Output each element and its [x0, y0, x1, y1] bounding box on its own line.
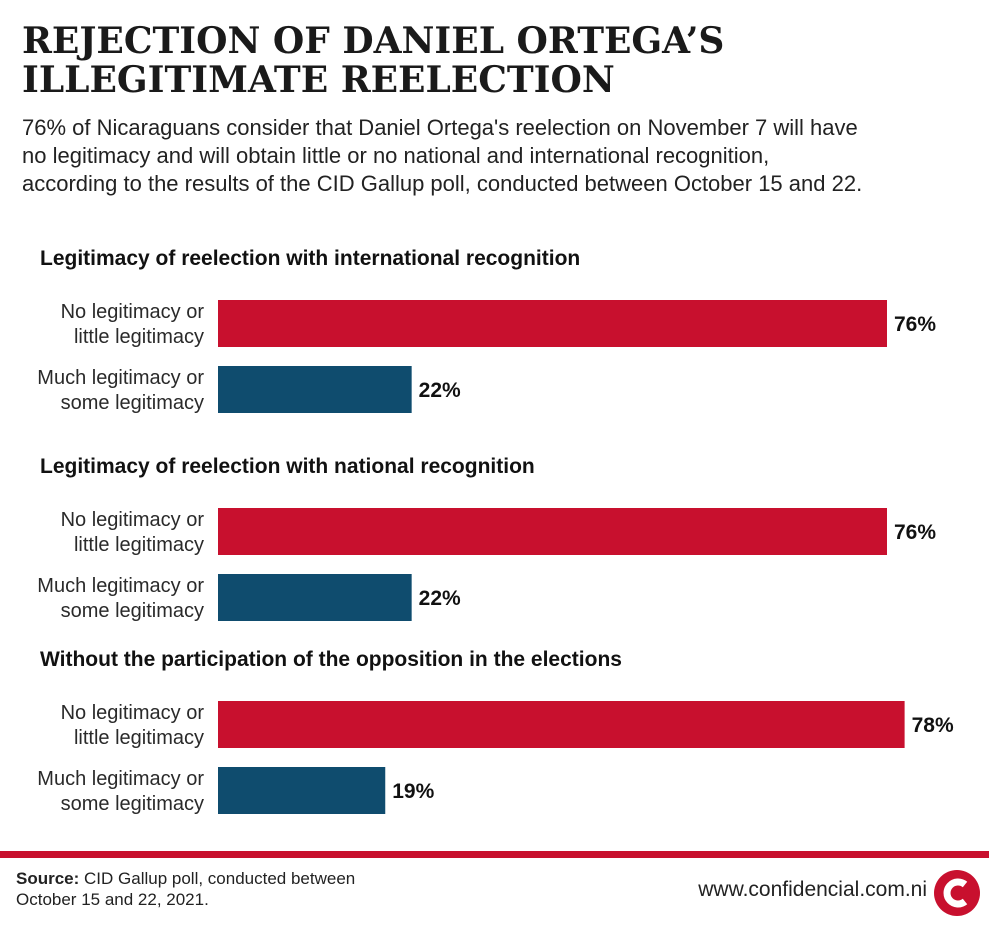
website-link[interactable]: www.confidencial.com.ni [698, 878, 927, 901]
subtitle-line-2: no legitimacy and will obtain little or … [22, 143, 770, 168]
bar-chart: Legitimacy of reelection with internatio… [37, 247, 954, 815]
subtitle-line-1: 76% of Nicaraguans consider that Daniel … [22, 115, 858, 140]
title-line-1: REJECTION OF DANIEL ORTEGA’S [22, 20, 725, 62]
chart-title: REJECTION OF DANIEL ORTEGA’S ILLEGITIMAT… [22, 22, 922, 100]
category-label: little legitimacy [74, 727, 204, 749]
category-label: little legitimacy [74, 326, 204, 348]
category-label: No legitimacy or [61, 509, 205, 531]
value-label: 76% [894, 521, 936, 544]
logo-c-glyph [943, 878, 968, 908]
value-label: 76% [894, 313, 936, 336]
category-label: No legitimacy or [61, 702, 205, 724]
source-text-line-1: CID Gallup poll, conducted between [79, 869, 356, 888]
category-label: Much legitimacy or [37, 575, 204, 597]
bar [218, 701, 905, 748]
bar [218, 767, 386, 814]
bar [218, 508, 887, 555]
value-label: 78% [912, 714, 954, 737]
title-line-2: ILLEGITIMATE REELECTION [22, 59, 615, 101]
subtitle-line-3: according to the results of the CID Gall… [22, 171, 863, 196]
confidencial-logo-icon [934, 870, 980, 916]
chart-subtitle: 76% of Nicaraguans consider that Daniel … [22, 114, 972, 198]
category-label: some legitimacy [61, 793, 204, 815]
value-label: 19% [392, 780, 434, 803]
source-label: Source: [16, 869, 80, 888]
category-label: Much legitimacy or [37, 768, 204, 790]
value-label: 22% [419, 379, 461, 402]
bar [218, 574, 412, 621]
value-label: 22% [419, 587, 461, 610]
section-title: Legitimacy of reelection with national r… [40, 455, 535, 478]
section-title: Without the participation of the opposit… [40, 648, 622, 671]
section-title: Legitimacy of reelection with internatio… [40, 247, 580, 270]
source-note: Source: CID Gallup poll, conducted betwe… [16, 868, 436, 910]
source-text-line-2: October 15 and 22, 2021. [16, 890, 209, 909]
category-label: Much legitimacy or [37, 367, 204, 389]
footer-divider [0, 851, 989, 858]
category-label: little legitimacy [74, 534, 204, 556]
category-label: some legitimacy [61, 600, 204, 622]
bar [218, 366, 412, 413]
category-label: some legitimacy [61, 392, 204, 414]
bar [218, 300, 887, 347]
category-label: No legitimacy or [61, 301, 205, 323]
